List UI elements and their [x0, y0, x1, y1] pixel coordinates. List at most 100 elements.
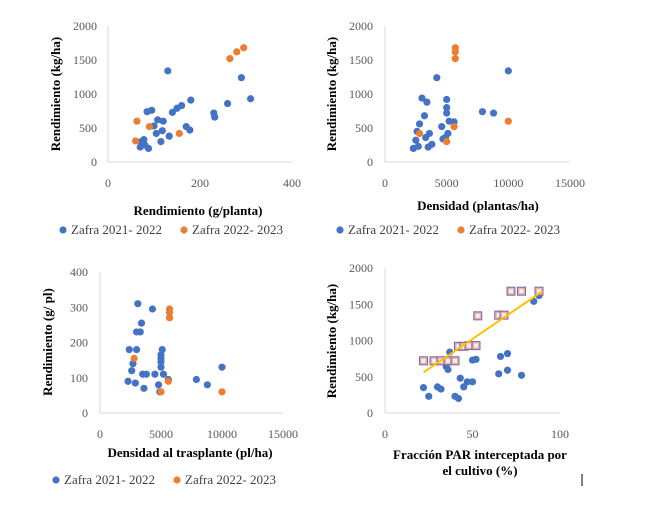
data-point-2021: [415, 143, 422, 150]
y-tick-label: 300: [70, 300, 88, 314]
y-tick-label: 500: [355, 370, 373, 384]
x-tick-label: 10000: [207, 427, 237, 441]
data-point-2021: [145, 145, 152, 152]
data-point-2021: [164, 67, 171, 74]
data-point-2021: [479, 108, 486, 115]
x-tick-label: 0: [382, 176, 388, 190]
x-axis-label: Rendimiento (g/planta): [134, 203, 263, 218]
y-tick-label: 1000: [349, 87, 373, 101]
x-axis-label-line-1: Fracción PAR interceptada por: [393, 447, 567, 462]
data-point-square-inner: [432, 359, 436, 363]
data-point-2022: [505, 118, 512, 125]
data-point-2021: [437, 385, 444, 392]
legend-label-2021: Zafra 2021- 2022: [348, 222, 439, 237]
data-point-2022: [416, 130, 423, 137]
x-tick-label: 0: [105, 176, 111, 190]
x-tick-label: 5000: [149, 427, 173, 441]
x-axis-label-line-2: el cultivo (%): [442, 463, 517, 478]
data-point-2021: [128, 367, 135, 374]
data-point-2021: [455, 395, 462, 402]
data-point-2021: [218, 364, 225, 371]
data-point-2021: [157, 138, 164, 145]
data-point-square-inner: [520, 289, 524, 293]
data-point-2021: [159, 346, 166, 353]
y-tick-label: 500: [355, 121, 373, 135]
data-point-2021: [433, 74, 440, 81]
y-axis-label: Rendimiento (kg/ha): [324, 37, 339, 151]
y-tick-label: 0: [367, 155, 373, 169]
data-point-2022: [131, 355, 138, 362]
data-point-square-inner: [509, 289, 513, 293]
y-tick-label: 1500: [73, 53, 97, 67]
legend-marker-2021: [52, 476, 59, 483]
data-point-2021: [444, 130, 451, 137]
y-axis-label: Rendimiento (kg/ha): [324, 284, 339, 398]
y-tick-label: 0: [367, 406, 373, 420]
data-point-2021: [412, 137, 419, 144]
data-point-2021: [224, 100, 231, 107]
data-point-2022: [132, 137, 139, 144]
data-point-2021: [238, 74, 245, 81]
legend-marker-2022: [457, 226, 464, 233]
panel-d: 05001000150020000 50 100Rendimiento (kg/ha…: [324, 261, 569, 478]
data-point-2021: [132, 379, 139, 386]
data-point-2021: [193, 376, 200, 383]
data-point-2021: [444, 366, 451, 373]
data-point-2022: [452, 44, 459, 51]
legend-label-2021: Zafra 2021- 2022: [64, 472, 155, 487]
data-point-2021: [134, 300, 141, 307]
y-tick-label: 1000: [73, 87, 97, 101]
data-point-square-inner: [467, 344, 471, 348]
x-tick-label: 50: [467, 427, 479, 441]
data-point-2021: [138, 320, 145, 327]
data-point-2022: [176, 130, 183, 137]
data-point-2021: [126, 346, 133, 353]
legend-label-2022: Zafra 2022- 2023: [192, 222, 283, 237]
y-tick-label: 1000: [349, 334, 373, 348]
legend-marker-2022: [180, 226, 187, 233]
x-tick-label: 200: [191, 176, 209, 190]
data-point-2022: [450, 123, 457, 130]
data-point-2021: [505, 67, 512, 74]
x-tick-label: 15000: [268, 427, 298, 441]
x-tick-label: 0: [97, 427, 103, 441]
y-tick-label: 0: [91, 155, 97, 169]
y-axis-label: Rendimiento (g/ pl): [40, 288, 55, 396]
data-point-2021: [420, 384, 427, 391]
data-point-2021: [166, 133, 173, 140]
data-point-2021: [497, 353, 504, 360]
data-point-2022: [240, 44, 247, 51]
x-tick-label: 15000: [555, 176, 585, 190]
data-point-2021: [469, 356, 476, 363]
data-point-2022: [443, 138, 450, 145]
data-point-2022: [233, 48, 240, 55]
data-point-2021: [124, 378, 131, 385]
x-tick-label: 400: [283, 176, 301, 190]
data-point-2021: [160, 371, 167, 378]
y-tick-label: 2000: [73, 19, 97, 33]
data-point-square-inner: [476, 314, 480, 318]
figure: 05001000150020000 200 400Rendimiento (kg/h…: [0, 0, 671, 508]
data-point-2022: [165, 378, 172, 385]
data-point-square-inner: [422, 359, 426, 363]
y-tick-label: 500: [79, 121, 97, 135]
y-tick-label: 2000: [349, 19, 373, 33]
data-point-2021: [204, 381, 211, 388]
data-point-square-inner: [453, 359, 457, 363]
y-tick-label: 1500: [349, 53, 373, 67]
data-point-2022: [133, 118, 140, 125]
trend-line: [424, 291, 543, 372]
data-point-2022: [226, 55, 233, 62]
data-point-2022: [452, 55, 459, 62]
legend-marker-2022: [173, 476, 180, 483]
data-point-2021: [425, 393, 432, 400]
data-point-2022: [146, 123, 153, 130]
data-point-2021: [421, 112, 428, 119]
data-point-2021: [518, 372, 525, 379]
y-tick-label: 200: [70, 336, 88, 350]
data-point-2021: [457, 375, 464, 382]
data-point-2021: [247, 95, 254, 102]
x-tick-label: 10000: [493, 176, 523, 190]
data-point-2021: [416, 120, 423, 127]
data-point-2021: [151, 371, 158, 378]
